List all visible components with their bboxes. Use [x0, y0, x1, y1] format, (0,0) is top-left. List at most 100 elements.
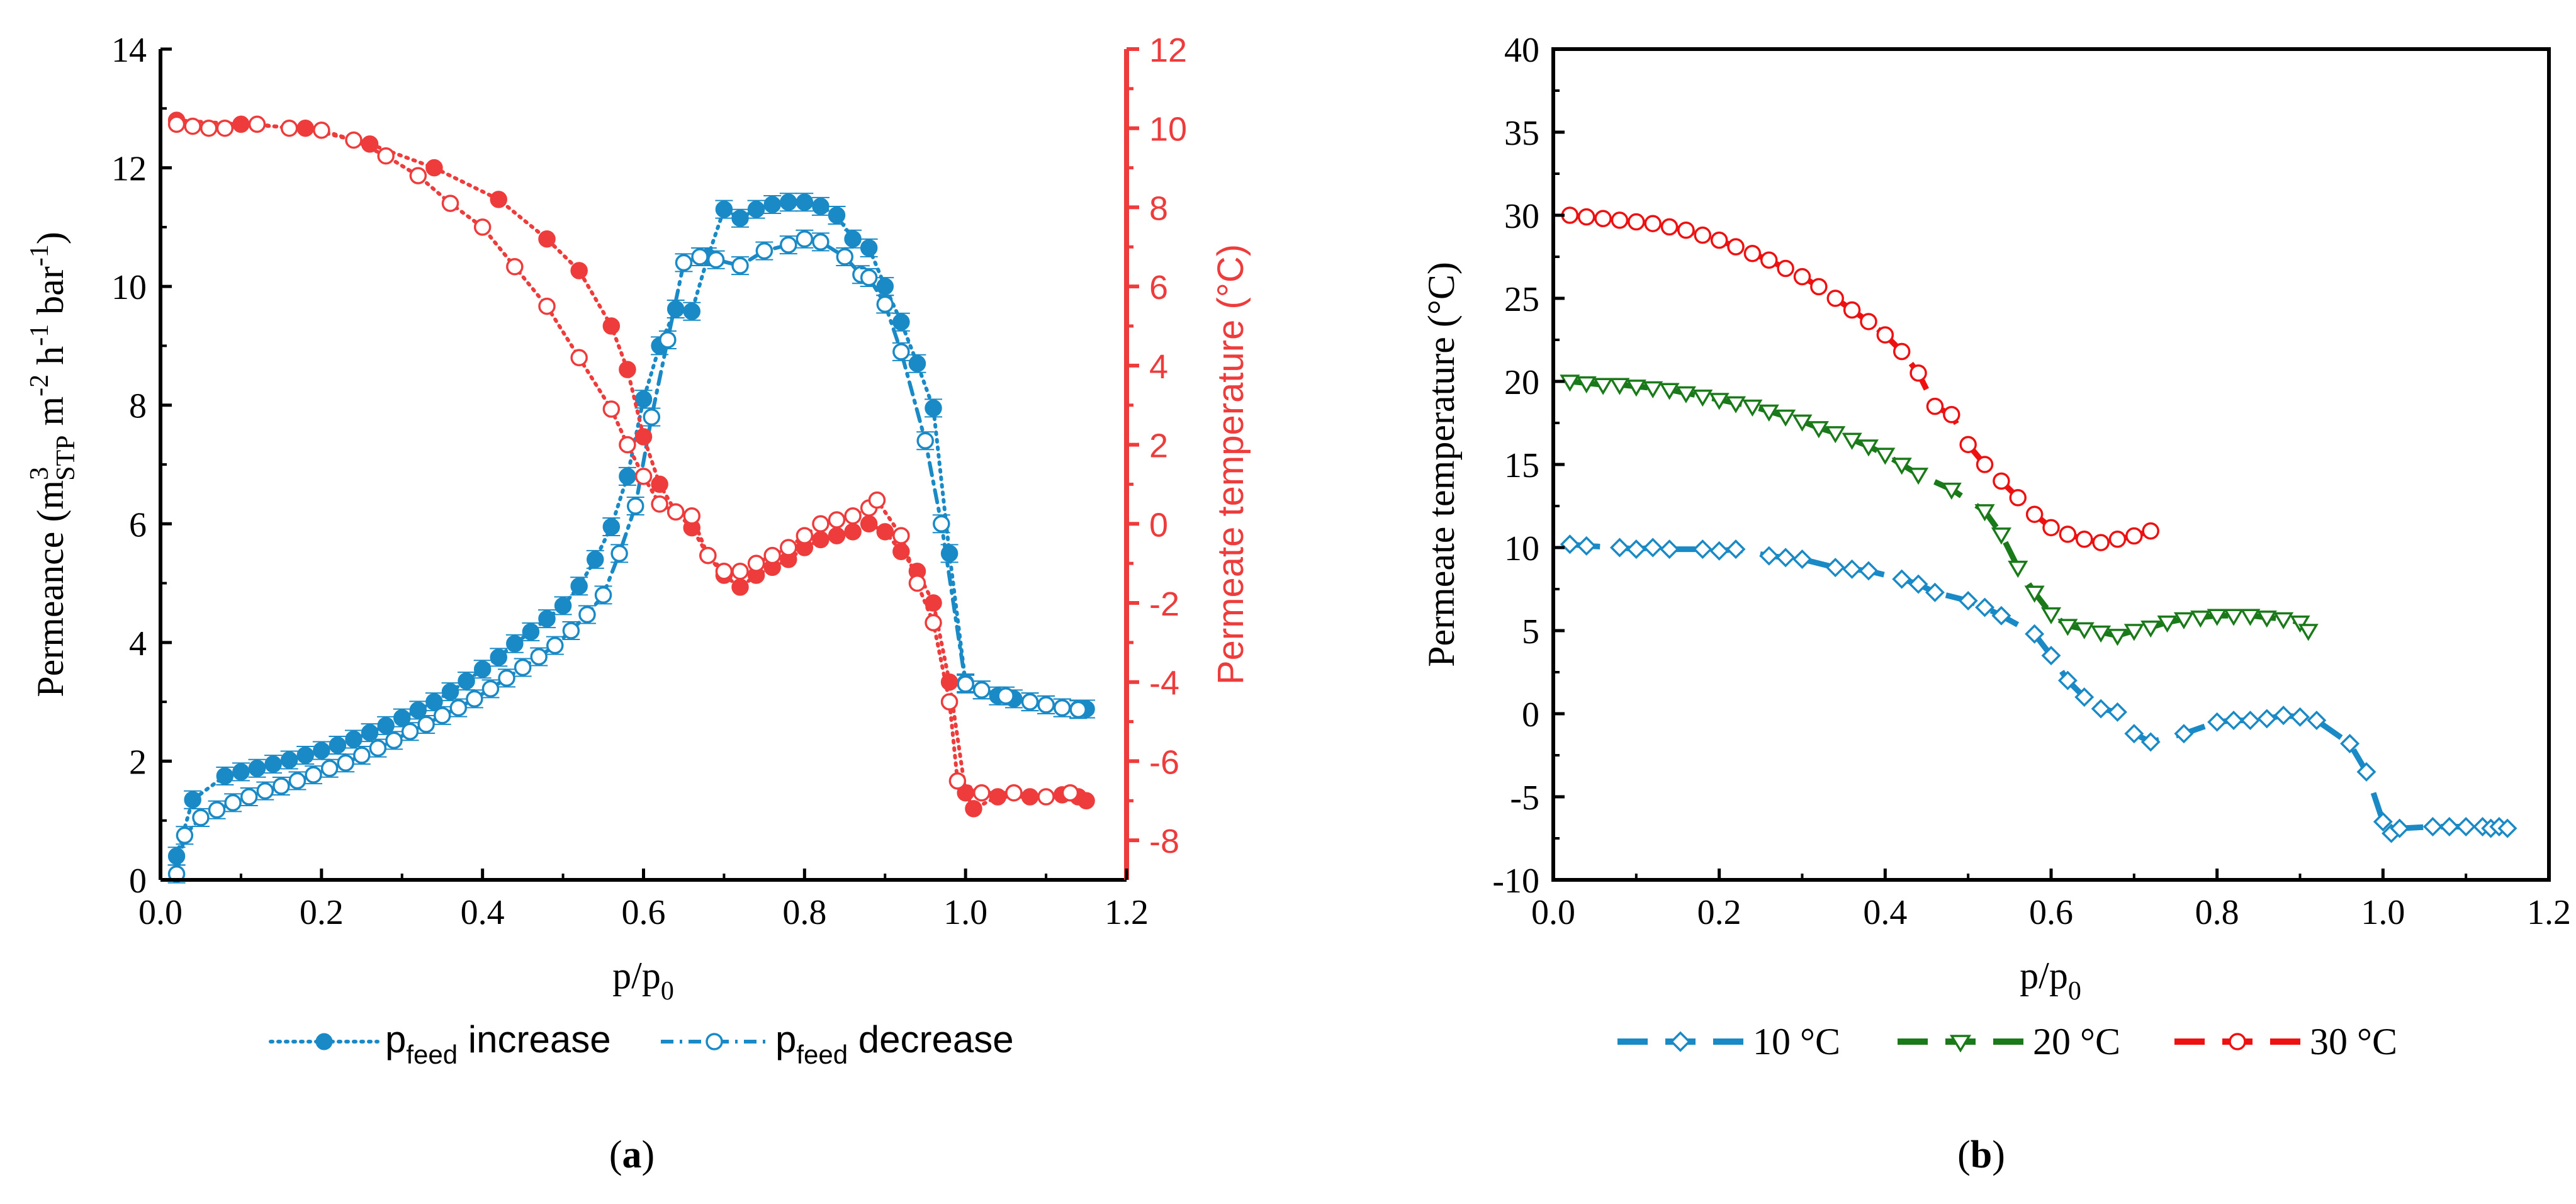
panel-b-y-tick-label: 0	[1522, 695, 1539, 734]
panel-b-data-point	[2223, 609, 2244, 626]
panel-a-data-point	[313, 121, 330, 139]
panel-b-data-point	[1991, 527, 2011, 545]
panel-a-series-layer	[167, 111, 1096, 884]
panel-a-data-point	[876, 295, 894, 313]
panel-a-data-point	[908, 574, 926, 592]
panel-b-data-point	[1792, 414, 1813, 432]
panel-b-data-point	[2025, 624, 2045, 644]
panel-b-data-point	[1910, 364, 1927, 382]
panel-b-data-point	[1892, 569, 1912, 589]
panel-a-data-point	[506, 257, 524, 276]
panel-a-y-left-tick-label: 12	[111, 150, 147, 189]
panel-a-data-point	[892, 313, 910, 331]
panel-b-data-point	[2240, 711, 2260, 731]
panel-a-data-point	[538, 230, 556, 248]
panel-b-data-point	[1775, 548, 1796, 568]
panel-a-data-point	[916, 432, 934, 450]
panel-a-caption-letter: a	[622, 1134, 642, 1176]
panel-b-data-point	[1577, 536, 1597, 556]
panel-a-data-point	[570, 577, 588, 595]
panel-b-data-point	[1611, 211, 1629, 229]
panel-b-data-point	[2356, 762, 2376, 782]
panel-a-data-point	[587, 551, 604, 568]
panel-a-data-point	[184, 790, 201, 809]
panel-a-data-point	[441, 683, 459, 700]
legend-a-decrease-p: p	[775, 1018, 796, 1061]
panel-a-data-point	[458, 672, 475, 690]
panel-a-data-point	[812, 198, 830, 215]
panel-b-data-point	[1742, 399, 1763, 417]
legend-a-decrease-rest: decrease	[848, 1018, 1014, 1061]
panel-a-data-point	[449, 699, 468, 717]
panel-a-data-point	[1077, 792, 1095, 810]
panel-a-data-point	[554, 597, 572, 615]
panel-a-data-point	[176, 826, 194, 845]
panel-b-data-point	[2340, 734, 2360, 753]
panel-b-data-point	[1959, 436, 1977, 454]
panel-a-data-point	[1005, 784, 1023, 802]
panel-a-data-point	[755, 242, 773, 260]
panel-b-data-point	[2190, 610, 2211, 628]
panel-b-x-axis-title: p/p0	[2020, 955, 2081, 1006]
panel-a-x-tick-label: 0.8	[782, 893, 826, 932]
panel-b-data-point	[2256, 610, 2277, 628]
panel-b-data-point	[2240, 609, 2261, 626]
panel-b-data-point	[2174, 724, 2194, 744]
panel-a-data-point	[425, 159, 443, 177]
panel-a-data-point	[216, 119, 234, 137]
panel-b-data-point	[1993, 472, 2010, 490]
panel-a-data-point	[1021, 693, 1039, 711]
panel-a-data-point	[578, 605, 596, 624]
panel-a-data-point	[812, 233, 830, 251]
panel-a-data-point	[232, 763, 250, 781]
panel-a-data-point	[989, 788, 1007, 806]
panel-a-data-point	[965, 800, 982, 818]
panel-b-data-point	[2041, 646, 2061, 666]
legend-a-decrease-marker	[706, 1033, 723, 1050]
panel-b-data-point	[2290, 707, 2310, 727]
panel-b-y-tick-label: 30	[1504, 197, 1539, 236]
panel-a-data-point	[683, 302, 700, 320]
panel-b-data-point	[1593, 378, 1614, 395]
panel-a-data-point	[280, 751, 298, 769]
panel-b-data-point	[2173, 612, 2194, 629]
panel-a-left-axis-title-sup2: -2	[25, 374, 54, 397]
panel-b-data-point	[2057, 619, 2078, 636]
panel-a-data-point	[256, 782, 274, 800]
panel-b-data-point	[1560, 374, 1580, 392]
panel-b-data-point	[1926, 397, 1944, 415]
panel-b-data-point	[2107, 629, 2128, 646]
panel-b-data-point	[2107, 702, 2127, 722]
panel-b-data-point	[2273, 612, 2294, 629]
panel-a-data-point	[473, 660, 492, 678]
panel-a-data-point	[401, 723, 419, 741]
panel-a-y-right-tick-label: 12	[1149, 31, 1187, 69]
panel-a-x-axis-title-main: p/p	[612, 955, 661, 996]
panel-b-data-point	[1594, 210, 1612, 228]
panel-b-data-point	[2025, 505, 2044, 523]
panel-a-data-point	[280, 119, 298, 137]
legend-b-30c-label: 30 °C	[2310, 1021, 2397, 1062]
panel-a-data-point	[715, 200, 733, 218]
panel-a-data-point	[860, 515, 878, 533]
panel-a-y-right-tick-label: 2	[1149, 427, 1168, 465]
panel-b-data-point	[2008, 560, 2028, 578]
panel-b-data-point	[2009, 489, 2027, 507]
panel-b-y-tick-label: 20	[1504, 363, 1539, 402]
panel-a-data-point	[973, 681, 991, 699]
panel-a-data-point	[514, 658, 532, 677]
legend-a-increase-p: p	[385, 1018, 406, 1061]
panel-a-data-point	[925, 399, 942, 417]
panel-a-series-1	[167, 229, 1088, 884]
panel-b-y-tick-label: 15	[1504, 446, 1539, 485]
panel-b-series-2	[1561, 206, 2159, 551]
legend-a-increase-rest: increase	[458, 1018, 610, 1061]
panel-a-y-right-tick-label: -2	[1149, 585, 1179, 623]
panel-b-data-point	[2142, 522, 2159, 540]
panel-a-data-point	[844, 523, 862, 541]
panel-a-data-point	[634, 468, 653, 485]
panel-b-data-point	[1726, 539, 1746, 560]
panel-b-data-point	[1775, 409, 1796, 427]
panel-a-data-point	[908, 354, 926, 373]
